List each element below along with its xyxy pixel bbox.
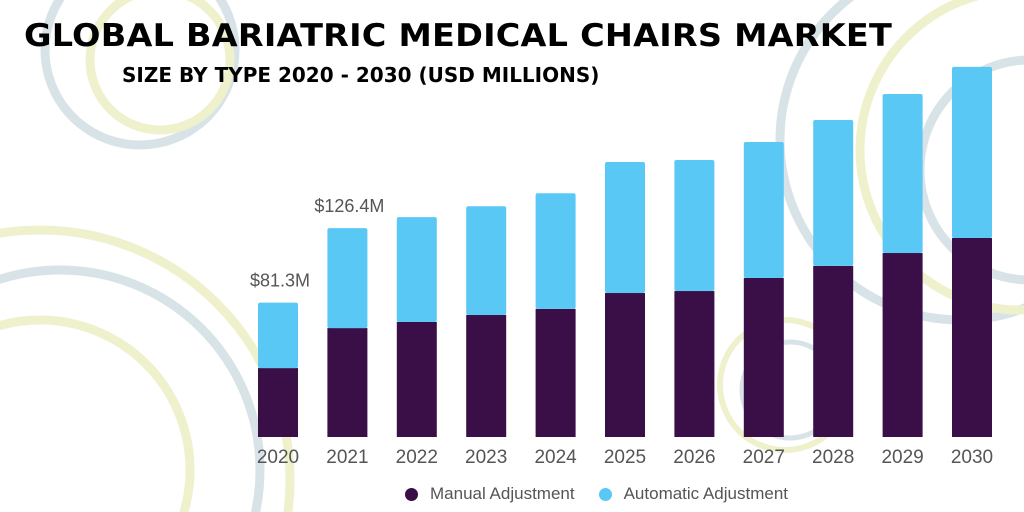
bar-automatic-2020: [258, 302, 298, 369]
x-tick-label: 2022: [396, 447, 438, 468]
bar-manual-2029: [882, 253, 923, 437]
bar-manual-2026: [674, 291, 715, 437]
ring-decoration: [0, 225, 295, 512]
bar-automatic-2028: [813, 119, 854, 266]
bar-manual-2020: [258, 368, 298, 437]
ring-decoration: [855, 0, 1024, 315]
x-tick-label: 2028: [812, 447, 854, 468]
bar-manual-2024: [535, 308, 576, 437]
bar-automatic-2025: [605, 161, 645, 294]
bar-automatic-2029: [882, 94, 923, 254]
x-tick-label: 2027: [743, 447, 785, 468]
bar-manual-2022: [396, 321, 437, 437]
x-tick-label: 2021: [326, 447, 368, 468]
chart-subtitle: SIZE BY TYPE 2020 - 2030 (USD MILLIONS): [122, 63, 600, 87]
bar-automatic-2023: [466, 206, 507, 316]
ring-decoration: [85, 0, 235, 135]
bars-group: [258, 66, 992, 437]
bar-manual-2030: [952, 237, 992, 437]
bar-automatic-2024: [535, 193, 576, 309]
bar-manual-2025: [605, 293, 645, 437]
data-labels: $81.3M $126.4M: [250, 196, 384, 291]
chart-title: GLOBAL BARIATRIC MEDICAL CHAIRS MARKET: [24, 18, 893, 54]
x-axis-ticks: 2020 2021 2022 2023 2024 2025 2026 2027 2028 2029…: [257, 447, 993, 468]
x-tick-label: 2024: [534, 447, 577, 468]
x-tick-label: 2030: [951, 447, 993, 468]
bar-manual-2027: [743, 277, 784, 437]
legend-label-automatic: Automatic Adjustment: [623, 484, 789, 503]
x-tick-label: 2029: [881, 447, 923, 468]
legend-dot-manual-icon: [405, 487, 418, 501]
bar-automatic-2030: [952, 66, 992, 238]
legend-item-automatic: Automatic Adjustment: [598, 484, 789, 504]
legend-item-manual: Manual Adjustment: [405, 484, 575, 504]
x-tick-label: 2025: [604, 447, 646, 468]
data-label-2021: $126.4M: [314, 196, 384, 216]
x-tick-label: 2020: [257, 447, 299, 468]
bar-manual-2023: [466, 315, 507, 437]
legend-label-manual: Manual Adjustment: [430, 484, 575, 503]
ring-decoration: [40, 0, 240, 150]
legend: Manual Adjustment Automatic Adjustment: [405, 484, 812, 504]
ring-decoration: [0, 265, 265, 512]
x-tick-label: 2026: [673, 447, 715, 468]
bar-automatic-2021: [327, 228, 368, 329]
data-label-2020: $81.3M: [250, 271, 310, 291]
bar-automatic-2026: [674, 159, 715, 292]
bar-automatic-2022: [396, 217, 437, 322]
bar-manual-2021: [327, 328, 368, 437]
legend-dot-automatic-icon: [598, 487, 612, 501]
ring-decoration: [0, 315, 195, 512]
bar-manual-2028: [813, 265, 854, 437]
bar-automatic-2027: [743, 141, 784, 278]
x-tick-label: 2023: [465, 447, 507, 468]
